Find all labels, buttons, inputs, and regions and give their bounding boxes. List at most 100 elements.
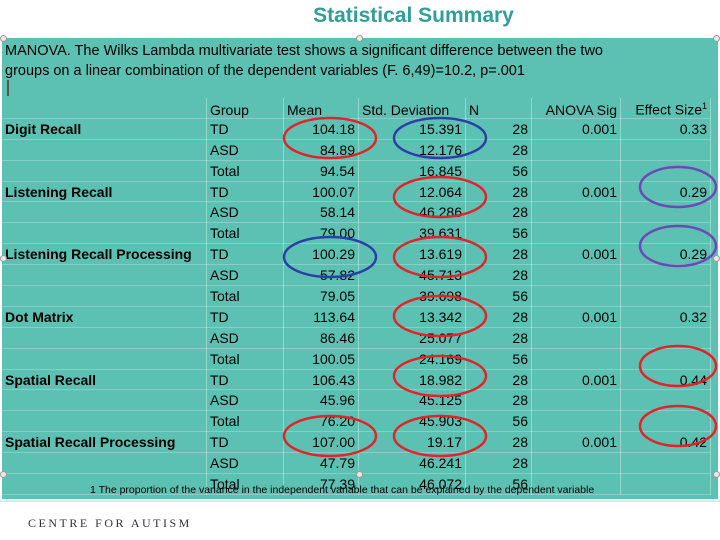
cell-n: 28 — [465, 181, 532, 203]
cell-n: 56 — [465, 222, 532, 245]
cell-sd: 19.17 — [358, 431, 466, 454]
cell-variable — [2, 139, 207, 161]
cell-variable: Spatial Recall Processing — [2, 431, 207, 454]
cell-mean: 77.39 — [283, 473, 359, 495]
header-effect-label: Effect Size — [635, 101, 702, 118]
table-row: Total 79.05 39.698 56 — [2, 285, 711, 307]
table-row: Total 79.00 39.631 56 — [2, 222, 711, 245]
cell-variable: Listening Recall Processing — [2, 243, 207, 266]
cell-sig — [531, 201, 621, 224]
cell-n: 56 — [465, 160, 532, 182]
cell-n: 56 — [465, 410, 532, 433]
cell-sig — [531, 285, 621, 307]
cell-sig — [531, 264, 621, 287]
cell-mean: 86.46 — [283, 327, 359, 349]
cell-n: 28 — [465, 118, 532, 140]
selection-handle — [356, 35, 363, 42]
cell-effect — [620, 264, 711, 287]
cell-group: TD — [206, 243, 284, 266]
cell-group: Total — [206, 285, 284, 307]
cell-sig — [531, 473, 621, 495]
cell-variable — [2, 201, 207, 224]
cell-group: ASD — [206, 327, 284, 349]
cell-n: 28 — [465, 306, 532, 328]
cell-variable — [2, 264, 207, 287]
cell-group: Total — [206, 348, 284, 370]
cell-effect — [620, 139, 711, 161]
table-row: Spatial Recall TD 106.43 18.982 28 0.001 0.44 — [2, 369, 711, 391]
selection-handle — [713, 35, 720, 42]
cell-group: TD — [206, 306, 284, 328]
cell-group: ASD — [206, 264, 284, 287]
cell-variable — [2, 285, 207, 307]
cell-mean: 47.79 — [283, 452, 359, 475]
content-panel: MANOVA. The Wilks Lambda multivariate te… — [2, 38, 718, 499]
cell-variable — [2, 160, 207, 182]
cell-variable — [2, 473, 207, 495]
cell-mean: 107.00 — [283, 431, 359, 454]
cell-effect: 0.32 — [620, 306, 711, 328]
header-group: Group — [206, 98, 284, 119]
table-row: ASD 45.96 45.125 28 — [2, 389, 711, 412]
cell-group: Total — [206, 473, 284, 495]
cell-variable — [2, 327, 207, 349]
cell-sd: 15.391 — [358, 118, 466, 140]
cell-sig — [531, 452, 621, 475]
cell-sd: 13.619 — [358, 243, 466, 266]
cell-mean: 76.20 — [283, 410, 359, 433]
header-effect-size: Effect Size1 — [620, 98, 711, 119]
cell-sig — [531, 410, 621, 433]
cell-sd: 13.342 — [358, 306, 466, 328]
cell-mean: 58.14 — [283, 201, 359, 224]
cell-mean: 79.05 — [283, 285, 359, 307]
cell-variable: Dot Matrix — [2, 306, 207, 328]
cell-n: 56 — [465, 285, 532, 307]
cell-sd: 12.176 — [358, 139, 466, 161]
selection-handle — [0, 35, 7, 42]
cell-sd: 39.698 — [358, 285, 466, 307]
cell-n: 28 — [465, 201, 532, 224]
cell-sig — [531, 139, 621, 161]
cell-sig — [531, 348, 621, 370]
table-header-row: Group Mean Std. Deviation N ANOVA Sig Ef… — [2, 98, 711, 119]
table-row: ASD 84.89 12.176 28 — [2, 139, 711, 161]
cell-effect: 0.29 — [620, 243, 711, 266]
cell-n: 28 — [465, 452, 532, 475]
cell-group: ASD — [206, 389, 284, 412]
cell-variable — [2, 410, 207, 433]
cell-n: 28 — [465, 389, 532, 412]
cell-sd: 46.241 — [358, 452, 466, 475]
centre-for-autism-logo: CENTRE FOR AUTISM — [28, 516, 192, 530]
cell-sd: 45.713 — [358, 264, 466, 287]
cell-sd: 46.286 — [358, 201, 466, 224]
cell-sig — [531, 389, 621, 412]
cell-sd: 46.072 — [358, 473, 466, 495]
table-row: Dot Matrix TD 113.64 13.342 28 0.001 0.32 — [2, 306, 711, 328]
cell-effect — [620, 348, 711, 370]
cell-variable — [2, 452, 207, 475]
cell-sig: 0.001 — [531, 118, 621, 140]
selection-handle — [0, 471, 7, 478]
cell-mean: 79.00 — [283, 222, 359, 245]
header-sd: Std. Deviation — [358, 98, 466, 119]
cell-sd: 24.169 — [358, 348, 466, 370]
header-variable — [2, 98, 207, 119]
table-row: Total 94.54 16.845 56 — [2, 160, 711, 182]
cell-effect: 0.29 — [620, 181, 711, 203]
cell-effect: 0.33 — [620, 118, 711, 140]
cell-effect: 0.44 — [620, 369, 711, 391]
cell-mean: 100.07 — [283, 181, 359, 203]
cell-effect — [620, 452, 711, 475]
cell-mean: 100.29 — [283, 243, 359, 266]
cell-variable: Spatial Recall — [2, 369, 207, 391]
table-row: Listening Recall Processing TD 100.29 13.61… — [2, 243, 711, 266]
cell-variable — [2, 389, 207, 412]
cell-n: 56 — [465, 473, 532, 495]
footnote: 1 The proportion of the variance in the … — [90, 484, 595, 496]
cell-sd: 45.903 — [358, 410, 466, 433]
selection-handle — [713, 471, 720, 478]
cell-mean: 104.18 — [283, 118, 359, 140]
cell-n: 28 — [465, 369, 532, 391]
cell-variable: Listening Recall — [2, 181, 207, 203]
cell-sd: 45.125 — [358, 389, 466, 412]
